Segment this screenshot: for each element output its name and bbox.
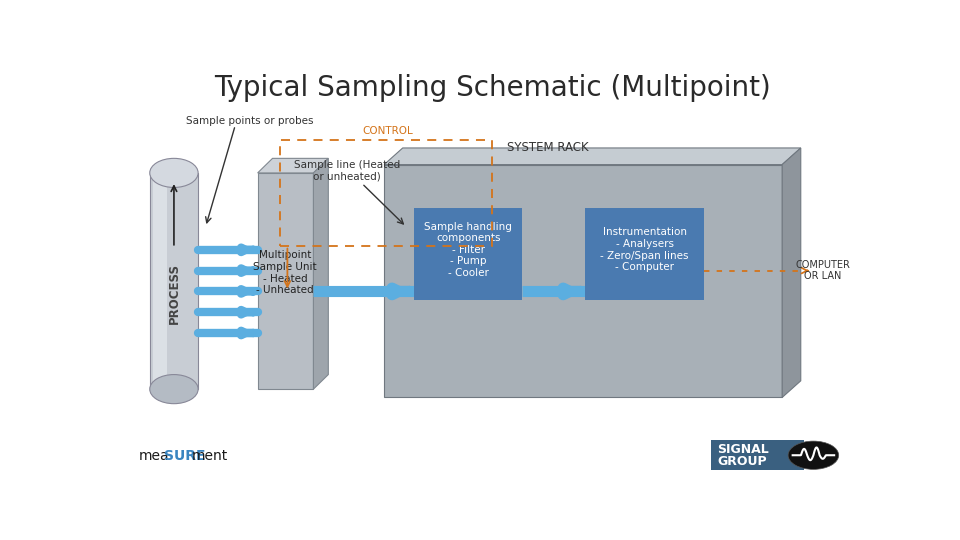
Text: SURE: SURE [164, 449, 205, 463]
Bar [384, 165, 782, 397]
Text: SYSTEM RACK: SYSTEM RACK [507, 141, 588, 154]
Text: Instrumentation
- Analysers
- Zero/Span lines
- Computer: Instrumentation - Analysers - Zero/Span … [600, 227, 688, 272]
Ellipse shape [150, 375, 198, 404]
Text: SIGNAL: SIGNAL [717, 443, 769, 456]
Circle shape [788, 441, 839, 469]
Text: Multipoint
Sample Unit
- Heated
- Unheated: Multipoint Sample Unit - Heated - Unheat… [253, 251, 317, 295]
Bar [585, 208, 704, 300]
Bar [414, 208, 522, 300]
Text: GROUP: GROUP [717, 455, 767, 468]
Text: PROCESS: PROCESS [167, 263, 180, 324]
Text: Sample handling
components
- Filter
- Pump
- Cooler: Sample handling components - Filter - Pu… [424, 221, 512, 278]
Text: mea: mea [138, 449, 169, 463]
Text: CONTROL: CONTROL [363, 126, 413, 136]
Text: Sample points or probes: Sample points or probes [186, 116, 314, 126]
Bar [150, 173, 198, 389]
Polygon shape [782, 148, 801, 397]
Bar [153, 173, 167, 389]
Bar [711, 440, 804, 470]
Bar [257, 173, 313, 389]
Text: COMPUTER
OR LAN: COMPUTER OR LAN [796, 260, 851, 281]
Bar [280, 140, 492, 246]
Text: Sample line (Heated
or unheated): Sample line (Heated or unheated) [294, 160, 400, 181]
Polygon shape [313, 158, 328, 389]
Ellipse shape [150, 158, 198, 187]
Text: ment: ment [192, 449, 228, 463]
Text: Typical Sampling Schematic (Multipoint): Typical Sampling Schematic (Multipoint) [214, 73, 770, 102]
Polygon shape [384, 148, 801, 165]
Polygon shape [257, 158, 328, 173]
